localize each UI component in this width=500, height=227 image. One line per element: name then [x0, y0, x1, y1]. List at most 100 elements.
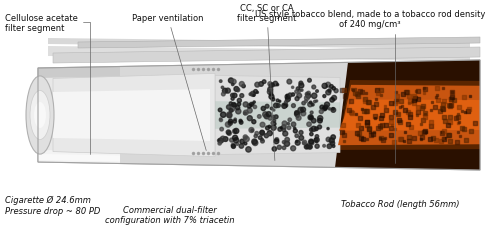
- Point: [286, 94, 294, 97]
- Point: [267, 93, 275, 96]
- Point: [258, 131, 266, 135]
- Point: [251, 141, 259, 145]
- Point: [300, 102, 308, 106]
- Point: [229, 144, 237, 147]
- Point: [227, 79, 235, 83]
- Point: [283, 94, 291, 98]
- Point: [233, 143, 241, 146]
- Point: [361, 97, 369, 101]
- Point: [313, 145, 321, 148]
- Point: [371, 115, 379, 118]
- Point: [295, 94, 303, 98]
- Point: [454, 112, 462, 116]
- Point: [372, 98, 380, 101]
- Point: [234, 89, 242, 92]
- Point: [230, 104, 238, 107]
- Point: [216, 118, 224, 121]
- Point: [266, 116, 274, 120]
- Point: [306, 145, 314, 149]
- Point: [378, 89, 386, 92]
- Point: [391, 111, 399, 114]
- Point: [272, 140, 280, 143]
- Point: [320, 85, 328, 88]
- Point: [438, 87, 446, 91]
- Point: [328, 139, 336, 143]
- Point: [256, 136, 264, 140]
- Point: [340, 134, 348, 138]
- Point: [232, 88, 240, 91]
- Point: [299, 108, 307, 112]
- Point: [217, 119, 225, 122]
- Point: [297, 82, 305, 86]
- Point: [446, 105, 454, 109]
- Point: [274, 104, 282, 108]
- Point: [405, 95, 413, 99]
- Point: [248, 129, 256, 133]
- Point: [354, 95, 362, 99]
- Point: [418, 105, 426, 108]
- Polygon shape: [38, 154, 480, 168]
- Point: [438, 106, 446, 110]
- Point: [241, 112, 249, 116]
- Point: [393, 99, 401, 103]
- Point: [348, 111, 356, 115]
- Point: [304, 95, 312, 98]
- Point: [444, 124, 452, 127]
- Point: [286, 80, 294, 84]
- Point: [404, 111, 412, 114]
- Point: [290, 127, 298, 131]
- Point: [438, 137, 446, 140]
- Point: [391, 102, 399, 105]
- Point: [304, 92, 312, 95]
- Polygon shape: [53, 48, 480, 64]
- Point: [282, 101, 290, 104]
- Point: [392, 99, 400, 103]
- Point: [221, 89, 229, 93]
- Point: [224, 123, 232, 127]
- Point: [298, 136, 306, 140]
- Point: [414, 113, 422, 117]
- Point: [340, 95, 348, 99]
- Point: [363, 121, 371, 124]
- Point: [253, 132, 261, 136]
- Point: [283, 138, 291, 142]
- Point: [376, 125, 384, 128]
- Point: [282, 104, 290, 108]
- Point: [438, 132, 446, 135]
- Point: [226, 114, 234, 118]
- Point: [309, 104, 317, 107]
- Polygon shape: [53, 74, 215, 157]
- Point: [326, 89, 334, 93]
- Point: [365, 101, 373, 104]
- Point: [374, 127, 382, 131]
- Point: [446, 115, 454, 119]
- Point: [224, 131, 232, 134]
- Point: [456, 120, 464, 124]
- Point: [242, 111, 250, 115]
- Point: [340, 89, 347, 92]
- Point: [392, 91, 400, 94]
- Point: [363, 123, 371, 127]
- Point: [382, 136, 390, 140]
- Point: [362, 110, 370, 113]
- Point: [428, 109, 436, 113]
- Point: [448, 96, 456, 100]
- Point: [362, 91, 370, 95]
- Point: [248, 103, 256, 106]
- Text: Cellulose acetate
filter segment: Cellulose acetate filter segment: [5, 14, 90, 155]
- Point: [237, 121, 245, 125]
- Point: [307, 116, 315, 120]
- Point: [225, 132, 233, 136]
- Point: [454, 121, 462, 125]
- Point: [248, 93, 256, 96]
- Point: [390, 141, 398, 144]
- Point: [280, 106, 288, 110]
- Point: [276, 128, 284, 131]
- Point: [374, 92, 382, 96]
- Text: Commercial dual-filter
configuration with 7% triacetin
(27mm): Commercial dual-filter configuration wit…: [106, 205, 235, 227]
- Point: [262, 115, 270, 119]
- Point: [267, 84, 275, 88]
- Point: [369, 106, 377, 110]
- Point: [330, 109, 338, 112]
- Point: [312, 127, 320, 131]
